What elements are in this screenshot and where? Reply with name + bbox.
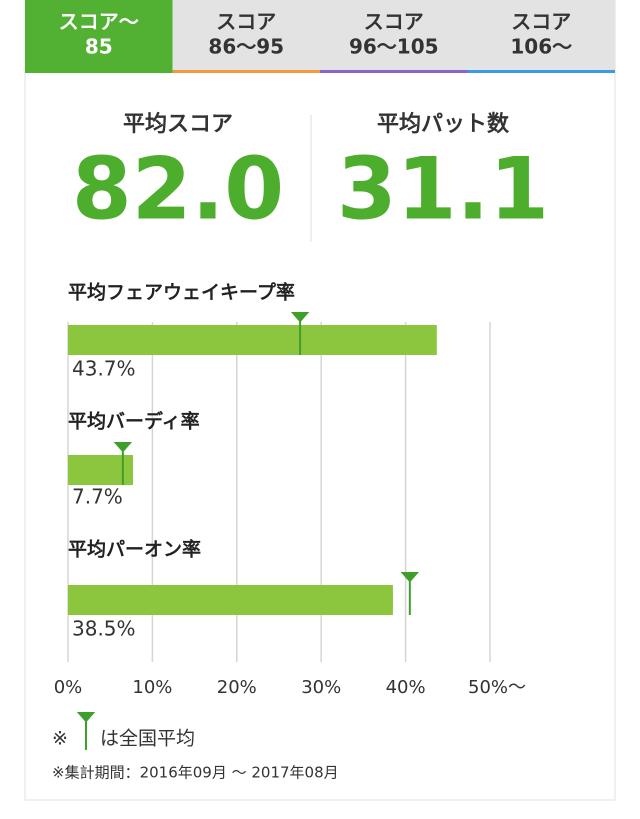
tab-underline (25, 70, 173, 73)
tab[interactable] (320, 0, 468, 72)
tab-underline (320, 70, 468, 73)
tab-label: 85 (85, 35, 113, 59)
value-label: 7.7% (72, 485, 123, 509)
value-label: 43.7% (72, 357, 136, 381)
value-label: 38.5% (72, 617, 136, 641)
bar (68, 325, 437, 355)
average-marker (290, 312, 310, 355)
bar (68, 585, 393, 615)
legend-marker (76, 712, 96, 750)
tab-underline (172, 70, 320, 73)
tab[interactable] (25, 0, 173, 72)
x-tick-label: 30% (301, 677, 341, 698)
stat-value: 82.0 (72, 139, 284, 239)
x-tick-label: 50%～ (468, 677, 526, 698)
x-tick-label: 40% (386, 677, 426, 698)
tab-label: 106～ (510, 35, 572, 59)
x-tick-label: 10% (132, 677, 172, 698)
category-label: 平均パーオン率 (68, 538, 201, 561)
tab-label: 96～105 (349, 35, 439, 59)
average-marker (400, 572, 420, 615)
category-label: 平均バーディ率 (68, 410, 200, 433)
tab-label: スコア～ (59, 10, 139, 34)
tab-label: スコア (216, 10, 276, 34)
tab[interactable] (467, 0, 616, 72)
tab-underline (467, 70, 615, 73)
stat-label: 平均スコア (123, 111, 233, 137)
card (24, 0, 616, 801)
stat-label: 平均パット数 (377, 111, 510, 137)
x-tick-label: 0% (54, 677, 83, 698)
average-marker (113, 442, 133, 485)
footnote: ※集計期間：2016年09月 ～ 2017年08月 (52, 764, 339, 782)
stat-value: 31.1 (337, 139, 549, 239)
x-tick-label: 20% (217, 677, 257, 698)
tab-label: 86～95 (208, 35, 284, 59)
legend-mark: ※ (52, 728, 68, 750)
legend-text: は全国平均 (100, 728, 195, 750)
tab[interactable] (172, 0, 321, 72)
tab-label: スコア (364, 10, 424, 34)
tab-label: スコア (511, 10, 571, 34)
category-label: 平均フェアウェイキープ率 (68, 281, 295, 304)
